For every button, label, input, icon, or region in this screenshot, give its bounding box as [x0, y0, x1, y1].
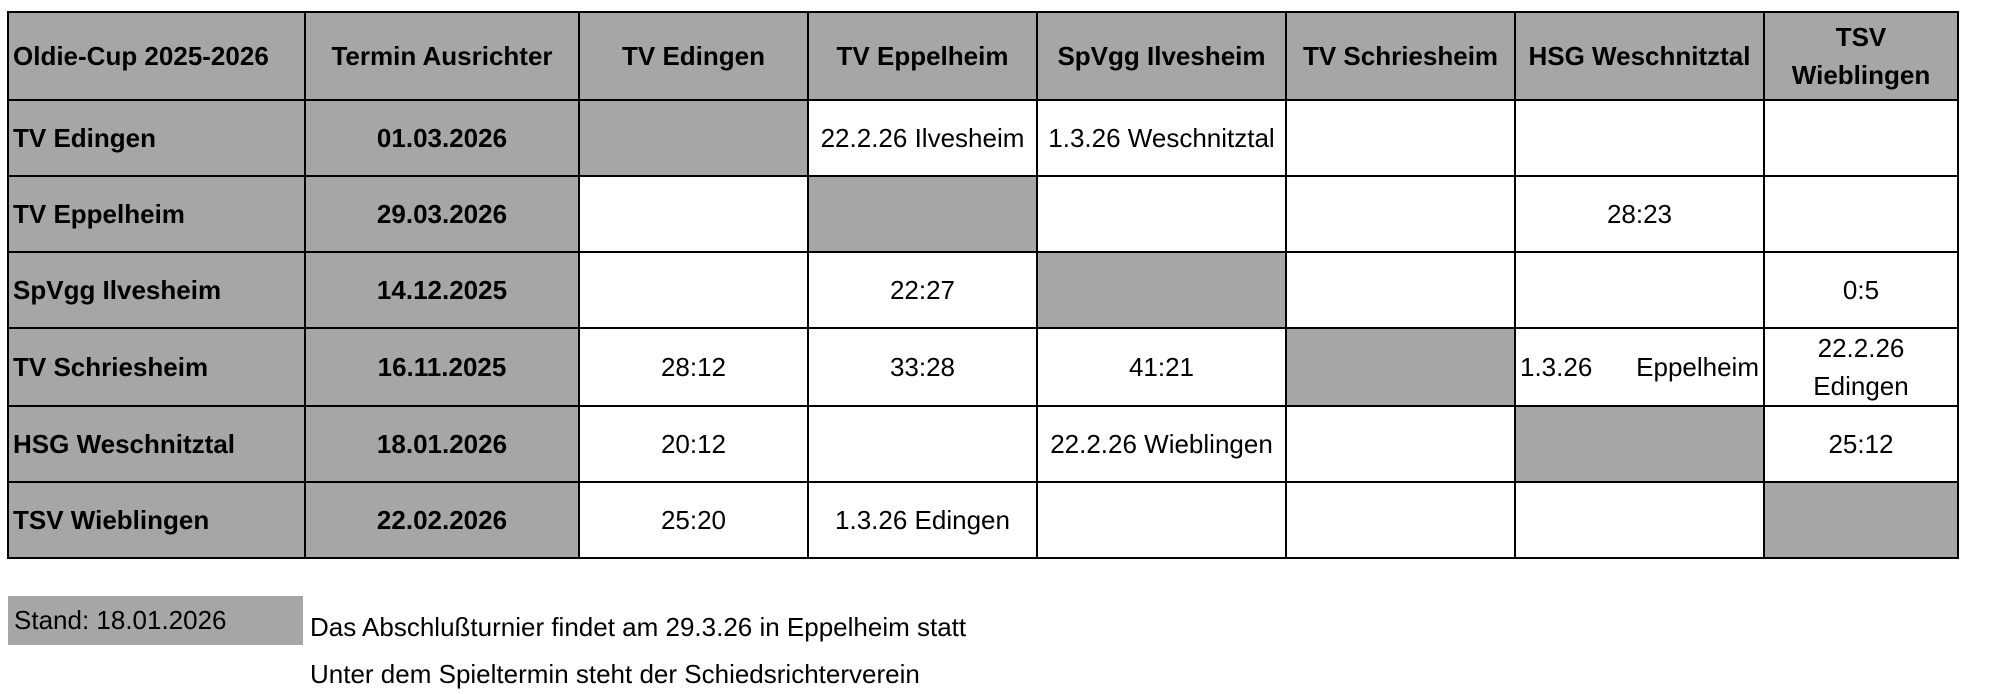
match-cell: [1285, 481, 1516, 559]
table-row: SpVgg Ilvesheim 14.12.2025 22:27 0:5: [7, 251, 1959, 329]
match-cell: 22:27: [807, 251, 1038, 329]
match-cell: 1.3.26 Weschnitztal: [1036, 99, 1287, 177]
match-cell: [1763, 99, 1959, 177]
header-cell: SpVgg Ilvesheim: [1036, 11, 1287, 101]
match-cell: 28:12: [578, 327, 809, 407]
match-cell: [1285, 251, 1516, 329]
self-cell: [1285, 327, 1516, 407]
match-cell: [1514, 481, 1765, 559]
header-cell: TV Eppelheim: [807, 11, 1038, 101]
table-row: TV Schriesheim 16.11.2025 28:12 33:28 41…: [7, 327, 1959, 407]
match-cell: 0:5: [1763, 251, 1959, 329]
table-row: TSV Wieblingen 22.02.2026 25:20 1.3.26 E…: [7, 481, 1959, 559]
host-date: 22.02.2026: [304, 481, 580, 559]
header-cell: TV Edingen: [578, 11, 809, 101]
header-cell: HSG Weschnitztal: [1514, 11, 1765, 101]
team-name: TV Eppelheim: [7, 175, 306, 253]
match-cell: [1285, 405, 1516, 483]
header-cell: TV Schriesheim: [1285, 11, 1516, 101]
header-cell: Termin Ausrichter: [304, 11, 580, 101]
team-name: TV Schriesheim: [7, 327, 306, 407]
tournament-table: Oldie-Cup 2025-2026 Termin Ausrichter TV…: [7, 11, 1959, 559]
match-cell: [1763, 175, 1959, 253]
match-cell: [1285, 175, 1516, 253]
self-cell: [1036, 251, 1287, 329]
match-cell: 1.3.26 Eppelheim: [1514, 327, 1765, 407]
match-cell: [1285, 99, 1516, 177]
match-cell: 28:23: [1514, 175, 1765, 253]
match-cell: 41:21: [1036, 327, 1287, 407]
team-name: TSV Wieblingen: [7, 481, 306, 559]
match-cell: 25:20: [578, 481, 809, 559]
match-cell: [807, 405, 1038, 483]
host-date: 18.01.2026: [304, 405, 580, 483]
host-date: 14.12.2025: [304, 251, 580, 329]
self-cell: [1763, 481, 1959, 559]
self-cell: [578, 99, 809, 177]
table-row: TV Eppelheim 29.03.2026 28:23: [7, 175, 1959, 253]
match-cell: [1514, 99, 1765, 177]
match-cell: [578, 175, 809, 253]
self-cell: [1514, 405, 1765, 483]
match-cell: [1036, 175, 1287, 253]
match-cell: [1036, 481, 1287, 559]
note-final-tournament: Das Abschlußturnier findet am 29.3.26 in…: [310, 612, 967, 642]
header-row: Oldie-Cup 2025-2026 Termin Ausrichter TV…: [7, 11, 1959, 101]
match-cell: [578, 251, 809, 329]
match-cell: 20:12: [578, 405, 809, 483]
self-cell: [807, 175, 1038, 253]
table-row: TV Edingen 01.03.2026 22.2.26 Ilvesheim …: [7, 99, 1959, 177]
team-name: TV Edingen: [7, 99, 306, 177]
status-date: Stand: 18.01.2026: [8, 596, 303, 645]
match-cell: 1.3.26 Edingen: [807, 481, 1038, 559]
team-name: SpVgg Ilvesheim: [7, 251, 306, 329]
table-row: HSG Weschnitztal 18.01.2026 20:12 22.2.2…: [7, 405, 1959, 483]
match-cell: 33:28: [807, 327, 1038, 407]
host-date: 29.03.2026: [304, 175, 580, 253]
team-name: HSG Weschnitztal: [7, 405, 306, 483]
host-date: 16.11.2025: [304, 327, 580, 407]
header-cell: Oldie-Cup 2025-2026: [7, 11, 306, 101]
header-cell: TSV Wieblingen: [1763, 11, 1959, 101]
match-cell: [1514, 251, 1765, 329]
match-cell: 22.2.26 Wieblingen: [1036, 405, 1287, 483]
match-cell: 22.2.26 Edingen: [1763, 327, 1959, 407]
match-cell: 22.2.26 Ilvesheim: [807, 99, 1038, 177]
match-cell: 25:12: [1763, 405, 1959, 483]
note-referee: Unter dem Spieltermin steht der Schiedsr…: [310, 659, 920, 689]
host-date: 01.03.2026: [304, 99, 580, 177]
